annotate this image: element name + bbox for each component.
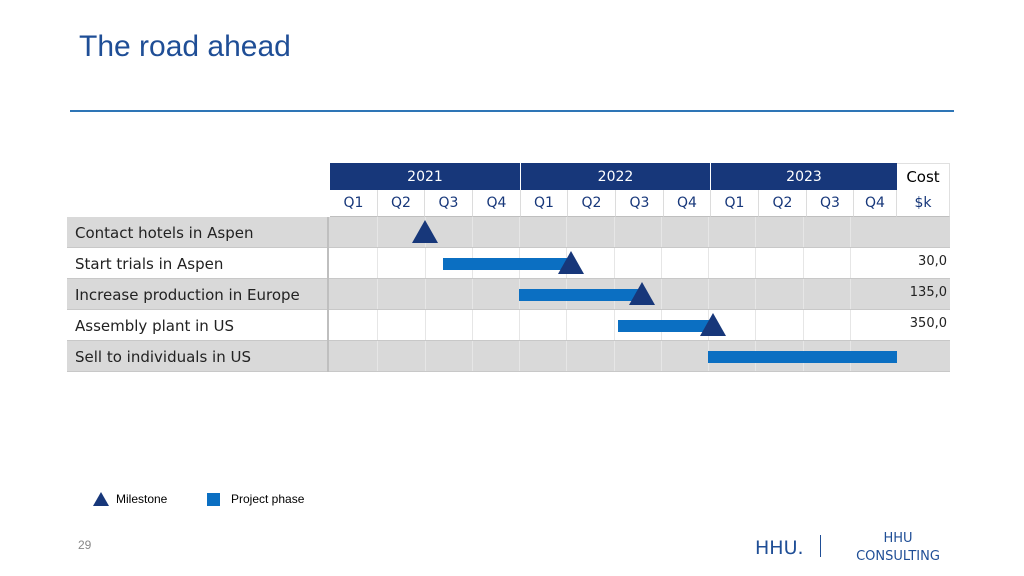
legend-phase-icon [207, 493, 220, 506]
grid-vline [377, 217, 378, 372]
logo: HHU. [755, 537, 804, 559]
task-cost: 30,0 [918, 254, 947, 269]
legend-milestone-icon [93, 492, 109, 506]
milestone-marker [412, 220, 438, 243]
milestone-marker [700, 313, 726, 336]
grid-vline [661, 217, 662, 372]
grid-vline [850, 217, 851, 372]
quarter-header: Q2 [759, 190, 807, 217]
company-name-line2: CONSULTING [856, 549, 940, 564]
grid-vline [472, 217, 473, 372]
task-label: Increase production in Europe [67, 279, 329, 310]
cost-header: Cost [897, 163, 950, 190]
company-name-line1: HHU [883, 531, 913, 546]
task-label: Assembly plant in US [67, 310, 329, 341]
year-header-2023: 2023 [711, 163, 897, 190]
quarter-header: Q3 [616, 190, 664, 217]
page-title: The road ahead [79, 30, 291, 63]
grid-vline [803, 217, 804, 372]
project-phase-bar [618, 320, 713, 332]
grid-hline [67, 309, 950, 310]
grid-hline [67, 340, 950, 341]
task-row [67, 310, 950, 341]
grid-vline [755, 217, 756, 372]
quarter-header: Q1 [711, 190, 759, 217]
grid-vline [425, 217, 426, 372]
project-phase-bar [519, 289, 642, 301]
task-row [67, 217, 950, 248]
logo-divider [820, 535, 821, 557]
quarter-header: Q1 [521, 190, 568, 217]
quarter-header: Q3 [807, 190, 854, 217]
page-number: 29 [78, 538, 92, 552]
project-phase-bar [443, 258, 571, 270]
cost-unit-header: $k [897, 190, 950, 217]
task-cost: 350,0 [909, 316, 947, 331]
task-label: Contact hotels in Aspen [67, 217, 329, 248]
year-header-2022: 2022 [521, 163, 711, 190]
quarter-header: Q4 [664, 190, 711, 217]
task-label: Sell to individuals in US [67, 341, 329, 372]
task-label: Start trials in Aspen [67, 248, 329, 279]
company-name: HHU CONSULTING [850, 530, 946, 566]
legend-phase-label: Project phase [231, 492, 305, 506]
legend-milestone-label: Milestone [116, 492, 168, 506]
task-cost: 135,0 [909, 285, 947, 300]
title-divider [70, 110, 954, 112]
milestone-marker [558, 251, 584, 274]
quarter-header: Q4 [854, 190, 897, 217]
milestone-marker [629, 282, 655, 305]
quarter-header: Q2 [568, 190, 616, 217]
quarter-header: Q1 [330, 190, 378, 217]
task-row [67, 279, 950, 310]
grid-hline [67, 371, 950, 372]
quarter-header: Q3 [425, 190, 473, 217]
quarter-header: Q2 [378, 190, 425, 217]
year-header-2021: 2021 [330, 163, 521, 190]
grid-hline [67, 247, 950, 248]
project-phase-bar [708, 351, 897, 363]
quarter-header: Q4 [473, 190, 521, 217]
grid-hline [67, 278, 950, 279]
grid-vline [708, 217, 709, 372]
